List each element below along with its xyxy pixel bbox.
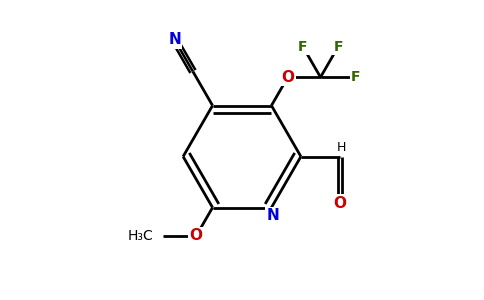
Text: H: H <box>337 141 347 154</box>
Text: N: N <box>267 208 279 223</box>
Text: F: F <box>351 70 361 84</box>
Text: O: O <box>333 196 347 211</box>
Text: O: O <box>190 228 203 243</box>
Text: H₃C: H₃C <box>128 229 153 243</box>
Text: F: F <box>333 40 343 54</box>
Text: N: N <box>168 32 181 47</box>
Text: F: F <box>298 40 308 54</box>
Text: O: O <box>281 70 294 85</box>
